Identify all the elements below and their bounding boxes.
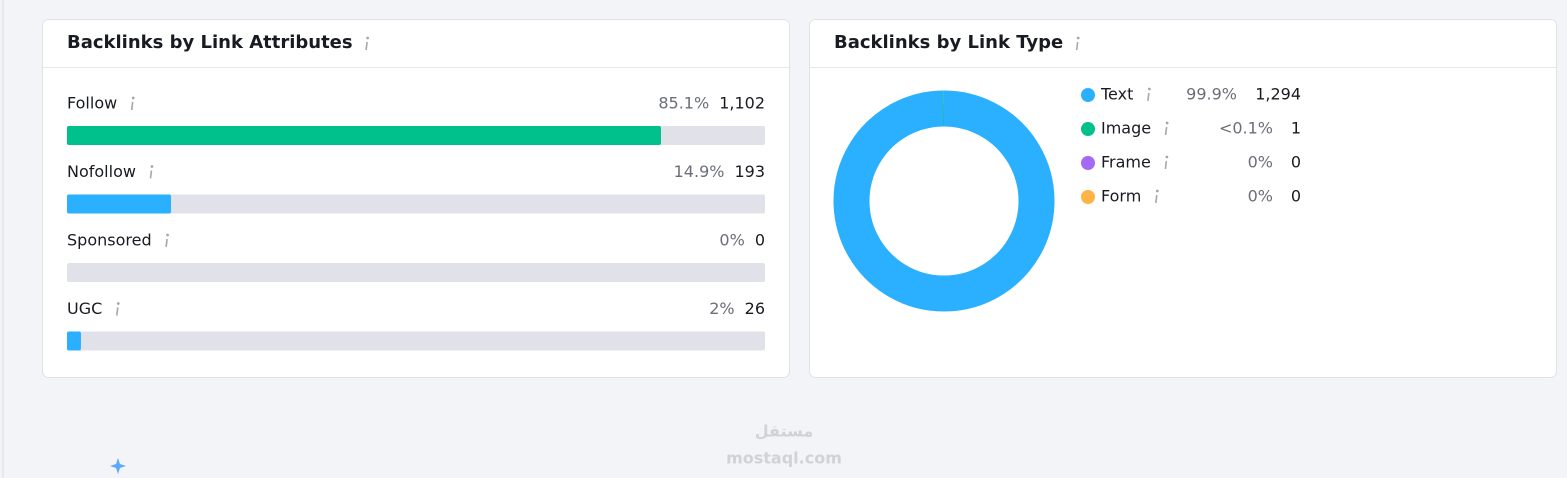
legend-label: Form bbox=[1101, 187, 1141, 206]
legend-dot bbox=[1081, 156, 1095, 170]
info-icon bbox=[116, 302, 120, 305]
count: 1,294 bbox=[1255, 85, 1301, 104]
count: 1,102 bbox=[719, 94, 765, 113]
row-label: UGC bbox=[67, 299, 102, 318]
info-icon bbox=[131, 96, 135, 100]
info-icon bbox=[1147, 87, 1151, 91]
count: 193 bbox=[734, 162, 765, 181]
bar-track bbox=[67, 194, 765, 214]
info-icon bbox=[166, 233, 169, 237]
info-icon bbox=[1075, 41, 1079, 51]
info-icon bbox=[115, 307, 119, 316]
percent: 14.9% bbox=[674, 162, 725, 181]
count: 1 bbox=[1291, 119, 1301, 138]
count: 26 bbox=[745, 299, 765, 318]
legend-label: Image bbox=[1101, 119, 1151, 138]
panel-title: Backlinks by Link Type bbox=[834, 32, 1063, 53]
count: 0 bbox=[1291, 153, 1301, 172]
legend-dot bbox=[1081, 122, 1095, 136]
percent: 0% bbox=[1248, 187, 1273, 206]
info-icon bbox=[1155, 189, 1159, 193]
percent: 0% bbox=[719, 231, 744, 250]
legend-dot bbox=[1081, 190, 1095, 204]
count: 0 bbox=[1291, 187, 1301, 206]
info-icon bbox=[150, 165, 154, 168]
info-icon bbox=[149, 170, 153, 179]
percent: 85.1% bbox=[658, 94, 709, 113]
watermark: مستقل bbox=[755, 422, 814, 441]
bar bbox=[67, 331, 81, 351]
count: 0 bbox=[755, 231, 765, 250]
legend-label: Text bbox=[1100, 85, 1133, 104]
donut-segment bbox=[833, 90, 1055, 312]
legend-dot bbox=[1081, 88, 1095, 102]
bar bbox=[67, 126, 661, 145]
bar-track bbox=[67, 263, 765, 282]
type-card bbox=[809, 19, 1557, 378]
bar-track bbox=[67, 331, 765, 351]
row-label: Nofollow bbox=[67, 162, 136, 181]
percent: 0% bbox=[1248, 153, 1273, 172]
info-icon bbox=[165, 238, 168, 248]
legend-label: Frame bbox=[1101, 153, 1151, 172]
sparkle bbox=[110, 458, 126, 474]
info-icon bbox=[1155, 194, 1158, 204]
info-icon bbox=[1164, 126, 1168, 136]
info-icon bbox=[1164, 160, 1168, 170]
info-icon bbox=[1165, 121, 1169, 125]
info-icon bbox=[366, 36, 370, 40]
row-label: Sponsored bbox=[67, 231, 152, 250]
row-label: Follow bbox=[67, 94, 117, 113]
bar bbox=[67, 194, 172, 214]
info-icon bbox=[1076, 36, 1080, 40]
percent: 2% bbox=[709, 299, 734, 318]
info-icon bbox=[1147, 92, 1150, 102]
watermark: mostaql.com bbox=[726, 449, 842, 468]
percent: <0.1% bbox=[1219, 119, 1273, 138]
info-icon bbox=[365, 41, 368, 51]
panel-title: Backlinks by Link Attributes bbox=[67, 32, 353, 53]
percent: 99.9% bbox=[1186, 85, 1237, 104]
info-icon bbox=[130, 101, 134, 111]
info-icon bbox=[1165, 155, 1169, 159]
